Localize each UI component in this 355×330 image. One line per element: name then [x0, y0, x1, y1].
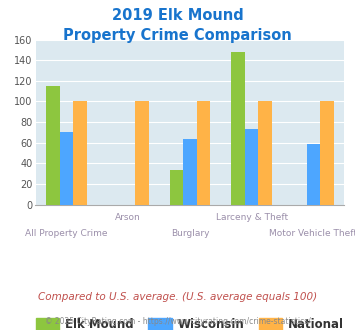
Bar	[231, 52, 245, 205]
Bar	[320, 102, 334, 205]
Bar	[183, 139, 197, 205]
Text: Arson: Arson	[115, 213, 141, 222]
Bar	[307, 144, 320, 205]
Legend: Elk Mound, Wisconsin, National: Elk Mound, Wisconsin, National	[31, 313, 349, 330]
Bar	[258, 102, 272, 205]
Text: Property Crime Comparison: Property Crime Comparison	[63, 28, 292, 43]
Text: Motor Vehicle Theft: Motor Vehicle Theft	[269, 229, 355, 238]
Text: 2019 Elk Mound: 2019 Elk Mound	[111, 8, 244, 23]
Text: © 2025 CityRating.com - https://www.cityrating.com/crime-statistics/: © 2025 CityRating.com - https://www.city…	[45, 317, 310, 326]
Text: Burglary: Burglary	[171, 229, 209, 238]
Bar	[170, 170, 183, 205]
Text: Compared to U.S. average. (U.S. average equals 100): Compared to U.S. average. (U.S. average …	[38, 292, 317, 302]
Bar	[46, 86, 60, 205]
Text: Larceny & Theft: Larceny & Theft	[215, 213, 288, 222]
Text: All Property Crime: All Property Crime	[25, 229, 108, 238]
Bar	[73, 102, 87, 205]
Bar	[197, 102, 210, 205]
Bar	[135, 102, 148, 205]
Bar	[245, 129, 258, 205]
Bar	[60, 132, 73, 205]
